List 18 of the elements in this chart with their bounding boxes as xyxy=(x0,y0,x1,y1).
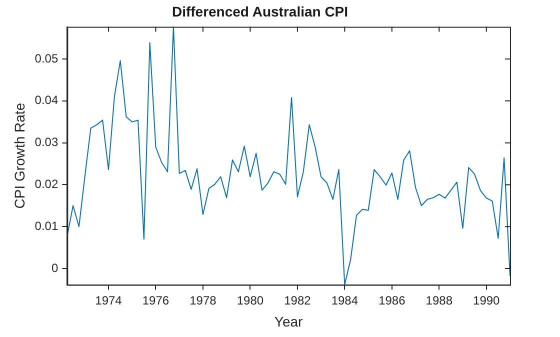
x-tick-label: 1978 xyxy=(190,293,217,308)
y-tick-label: 0.02 xyxy=(34,177,58,192)
x-tick-label: 1990 xyxy=(473,293,500,308)
y-tick-label: 0.03 xyxy=(34,135,58,150)
y-axis-title: CPI Growth Rate xyxy=(11,102,28,209)
x-tick-label: 1986 xyxy=(378,293,406,308)
x-tick-label: 1988 xyxy=(426,293,453,308)
x-tick-label: 1974 xyxy=(95,293,122,308)
x-axis-title: Year xyxy=(274,313,304,330)
x-tick-label: 1982 xyxy=(284,293,312,308)
x-tick-label: 1984 xyxy=(331,293,358,308)
x-tick-label: 1976 xyxy=(142,293,170,308)
y-tick-label: 0.04 xyxy=(34,93,58,108)
y-tick-label: 0.01 xyxy=(34,218,58,233)
chart-title: Differenced Australian CPI xyxy=(172,3,348,20)
x-tick-label: 1980 xyxy=(236,293,264,308)
y-tick-label: 0.05 xyxy=(34,51,58,66)
y-tick-label: 0 xyxy=(51,260,58,275)
